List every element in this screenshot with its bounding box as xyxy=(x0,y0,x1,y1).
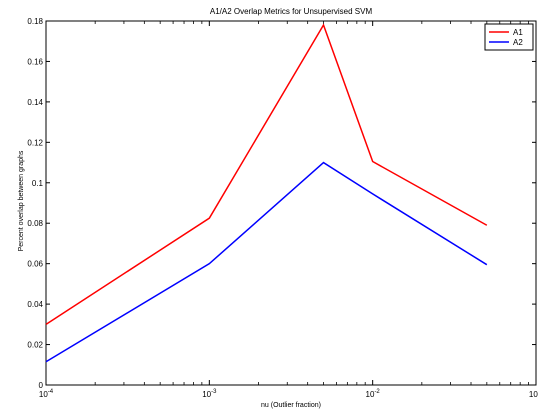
x-axis-label: nu (Outlier fraction) xyxy=(261,402,321,409)
legend-label-a1: A1 xyxy=(513,28,523,37)
y-axis-label: Percent overlap between graphs xyxy=(18,150,25,251)
chart-title: A1/A2 Overlap Metrics for Unsupervised S… xyxy=(210,7,373,16)
legend-label-a2: A2 xyxy=(513,38,523,47)
y-tick-label: 0.14 xyxy=(27,98,43,107)
x-tick-label: 10-3 xyxy=(202,389,217,399)
x-tick-label: 10-1 xyxy=(529,389,538,399)
y-tick-label: 0.02 xyxy=(27,341,43,350)
y-tick-label: 0 xyxy=(39,381,44,390)
y-tick-label: 0.16 xyxy=(27,57,43,66)
y-tick-label: 0.12 xyxy=(27,138,43,147)
y-tick-label: 0.06 xyxy=(27,260,43,269)
x-tick-label: 10-2 xyxy=(366,389,381,399)
series-line-a1 xyxy=(45,23,488,325)
plot-area: 0 0.02 0.04 0.06 0.08 0.1 0.12 0.14 0.16 0.18 10-4… xyxy=(27,17,538,399)
legend-box xyxy=(484,23,534,51)
axes-box xyxy=(45,20,537,386)
y-tick-label: 0.04 xyxy=(27,300,43,309)
series-line-a2 xyxy=(45,161,488,363)
y-tick-label: 0.1 xyxy=(32,179,44,188)
y-tick-label: 0.18 xyxy=(27,17,43,26)
x-tick-label: 10-4 xyxy=(39,389,54,399)
y-tick-label: 0.08 xyxy=(27,219,43,228)
